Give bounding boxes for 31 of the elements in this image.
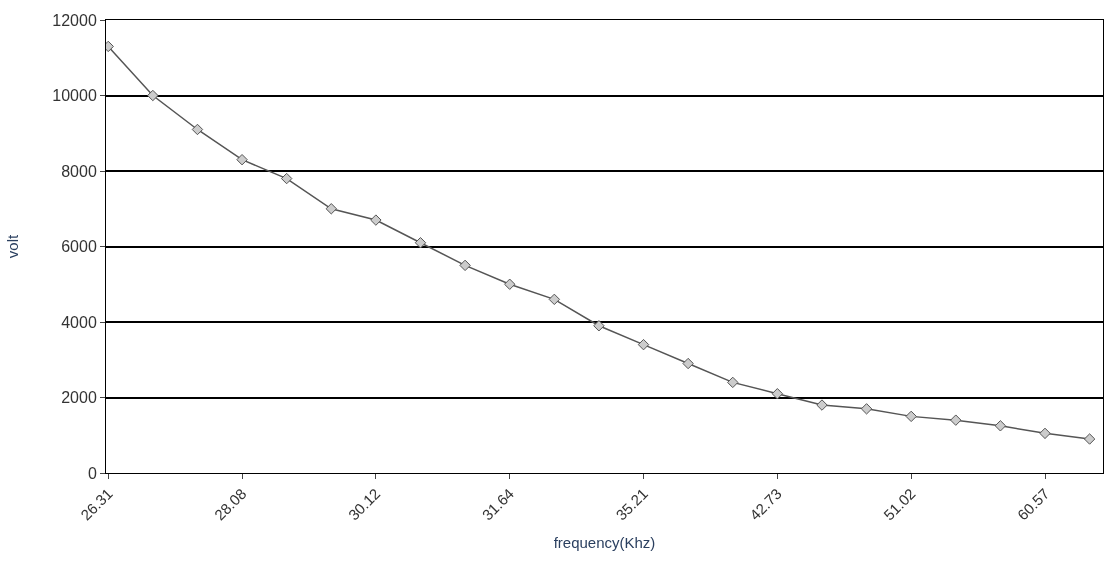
point [1083, 433, 1096, 445]
y-tick-label: 0 [87, 464, 97, 482]
y-tick-label: 10000 [52, 87, 97, 105]
point [280, 172, 293, 185]
point [236, 153, 248, 166]
y-tick-label: 8000 [61, 162, 97, 180]
y-axis-title: volt [3, 234, 21, 259]
point [860, 403, 873, 415]
point [191, 123, 204, 136]
point [950, 414, 962, 426]
point [504, 278, 516, 290]
y-tick-label: 12000 [52, 11, 97, 29]
point [771, 388, 784, 400]
point [147, 89, 159, 102]
point [637, 338, 650, 351]
point [370, 214, 382, 226]
point [816, 399, 828, 411]
point [1039, 427, 1051, 440]
point [325, 203, 337, 215]
point [414, 237, 427, 249]
point [905, 410, 917, 423]
y-tick-label: 4000 [61, 313, 97, 331]
y-tick-label: 2000 [61, 389, 97, 407]
point [459, 259, 471, 272]
point [727, 376, 739, 389]
x-axis-title: frequency(Khz) [553, 534, 656, 552]
point [593, 320, 605, 332]
point [548, 293, 561, 306]
y-tick-label: 6000 [61, 238, 97, 256]
point [994, 420, 1007, 432]
point [682, 357, 694, 370]
